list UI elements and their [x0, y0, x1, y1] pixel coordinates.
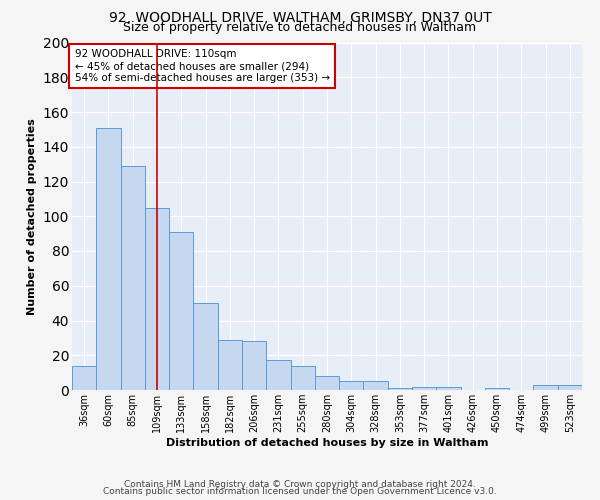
Bar: [193, 303, 218, 390]
Bar: [412, 386, 436, 390]
Y-axis label: Number of detached properties: Number of detached properties: [27, 118, 37, 314]
Bar: [558, 385, 582, 390]
Bar: [169, 232, 193, 390]
Bar: [218, 340, 242, 390]
Text: Contains HM Land Registry data © Crown copyright and database right 2024.: Contains HM Land Registry data © Crown c…: [124, 480, 476, 489]
Text: 92, WOODHALL DRIVE, WALTHAM, GRIMSBY, DN37 0UT: 92, WOODHALL DRIVE, WALTHAM, GRIMSBY, DN…: [109, 11, 491, 25]
Bar: [364, 382, 388, 390]
Bar: [266, 360, 290, 390]
Text: Size of property relative to detached houses in Waltham: Size of property relative to detached ho…: [124, 21, 476, 34]
Text: Contains public sector information licensed under the Open Government Licence v3: Contains public sector information licen…: [103, 487, 497, 496]
Bar: [388, 388, 412, 390]
Bar: [96, 128, 121, 390]
Bar: [121, 166, 145, 390]
Bar: [315, 376, 339, 390]
Bar: [339, 382, 364, 390]
Bar: [72, 366, 96, 390]
X-axis label: Distribution of detached houses by size in Waltham: Distribution of detached houses by size …: [166, 438, 488, 448]
Bar: [290, 366, 315, 390]
Text: 92 WOODHALL DRIVE: 110sqm
← 45% of detached houses are smaller (294)
54% of semi: 92 WOODHALL DRIVE: 110sqm ← 45% of detac…: [74, 50, 329, 82]
Bar: [485, 388, 509, 390]
Bar: [242, 342, 266, 390]
Bar: [145, 208, 169, 390]
Bar: [533, 385, 558, 390]
Bar: [436, 386, 461, 390]
